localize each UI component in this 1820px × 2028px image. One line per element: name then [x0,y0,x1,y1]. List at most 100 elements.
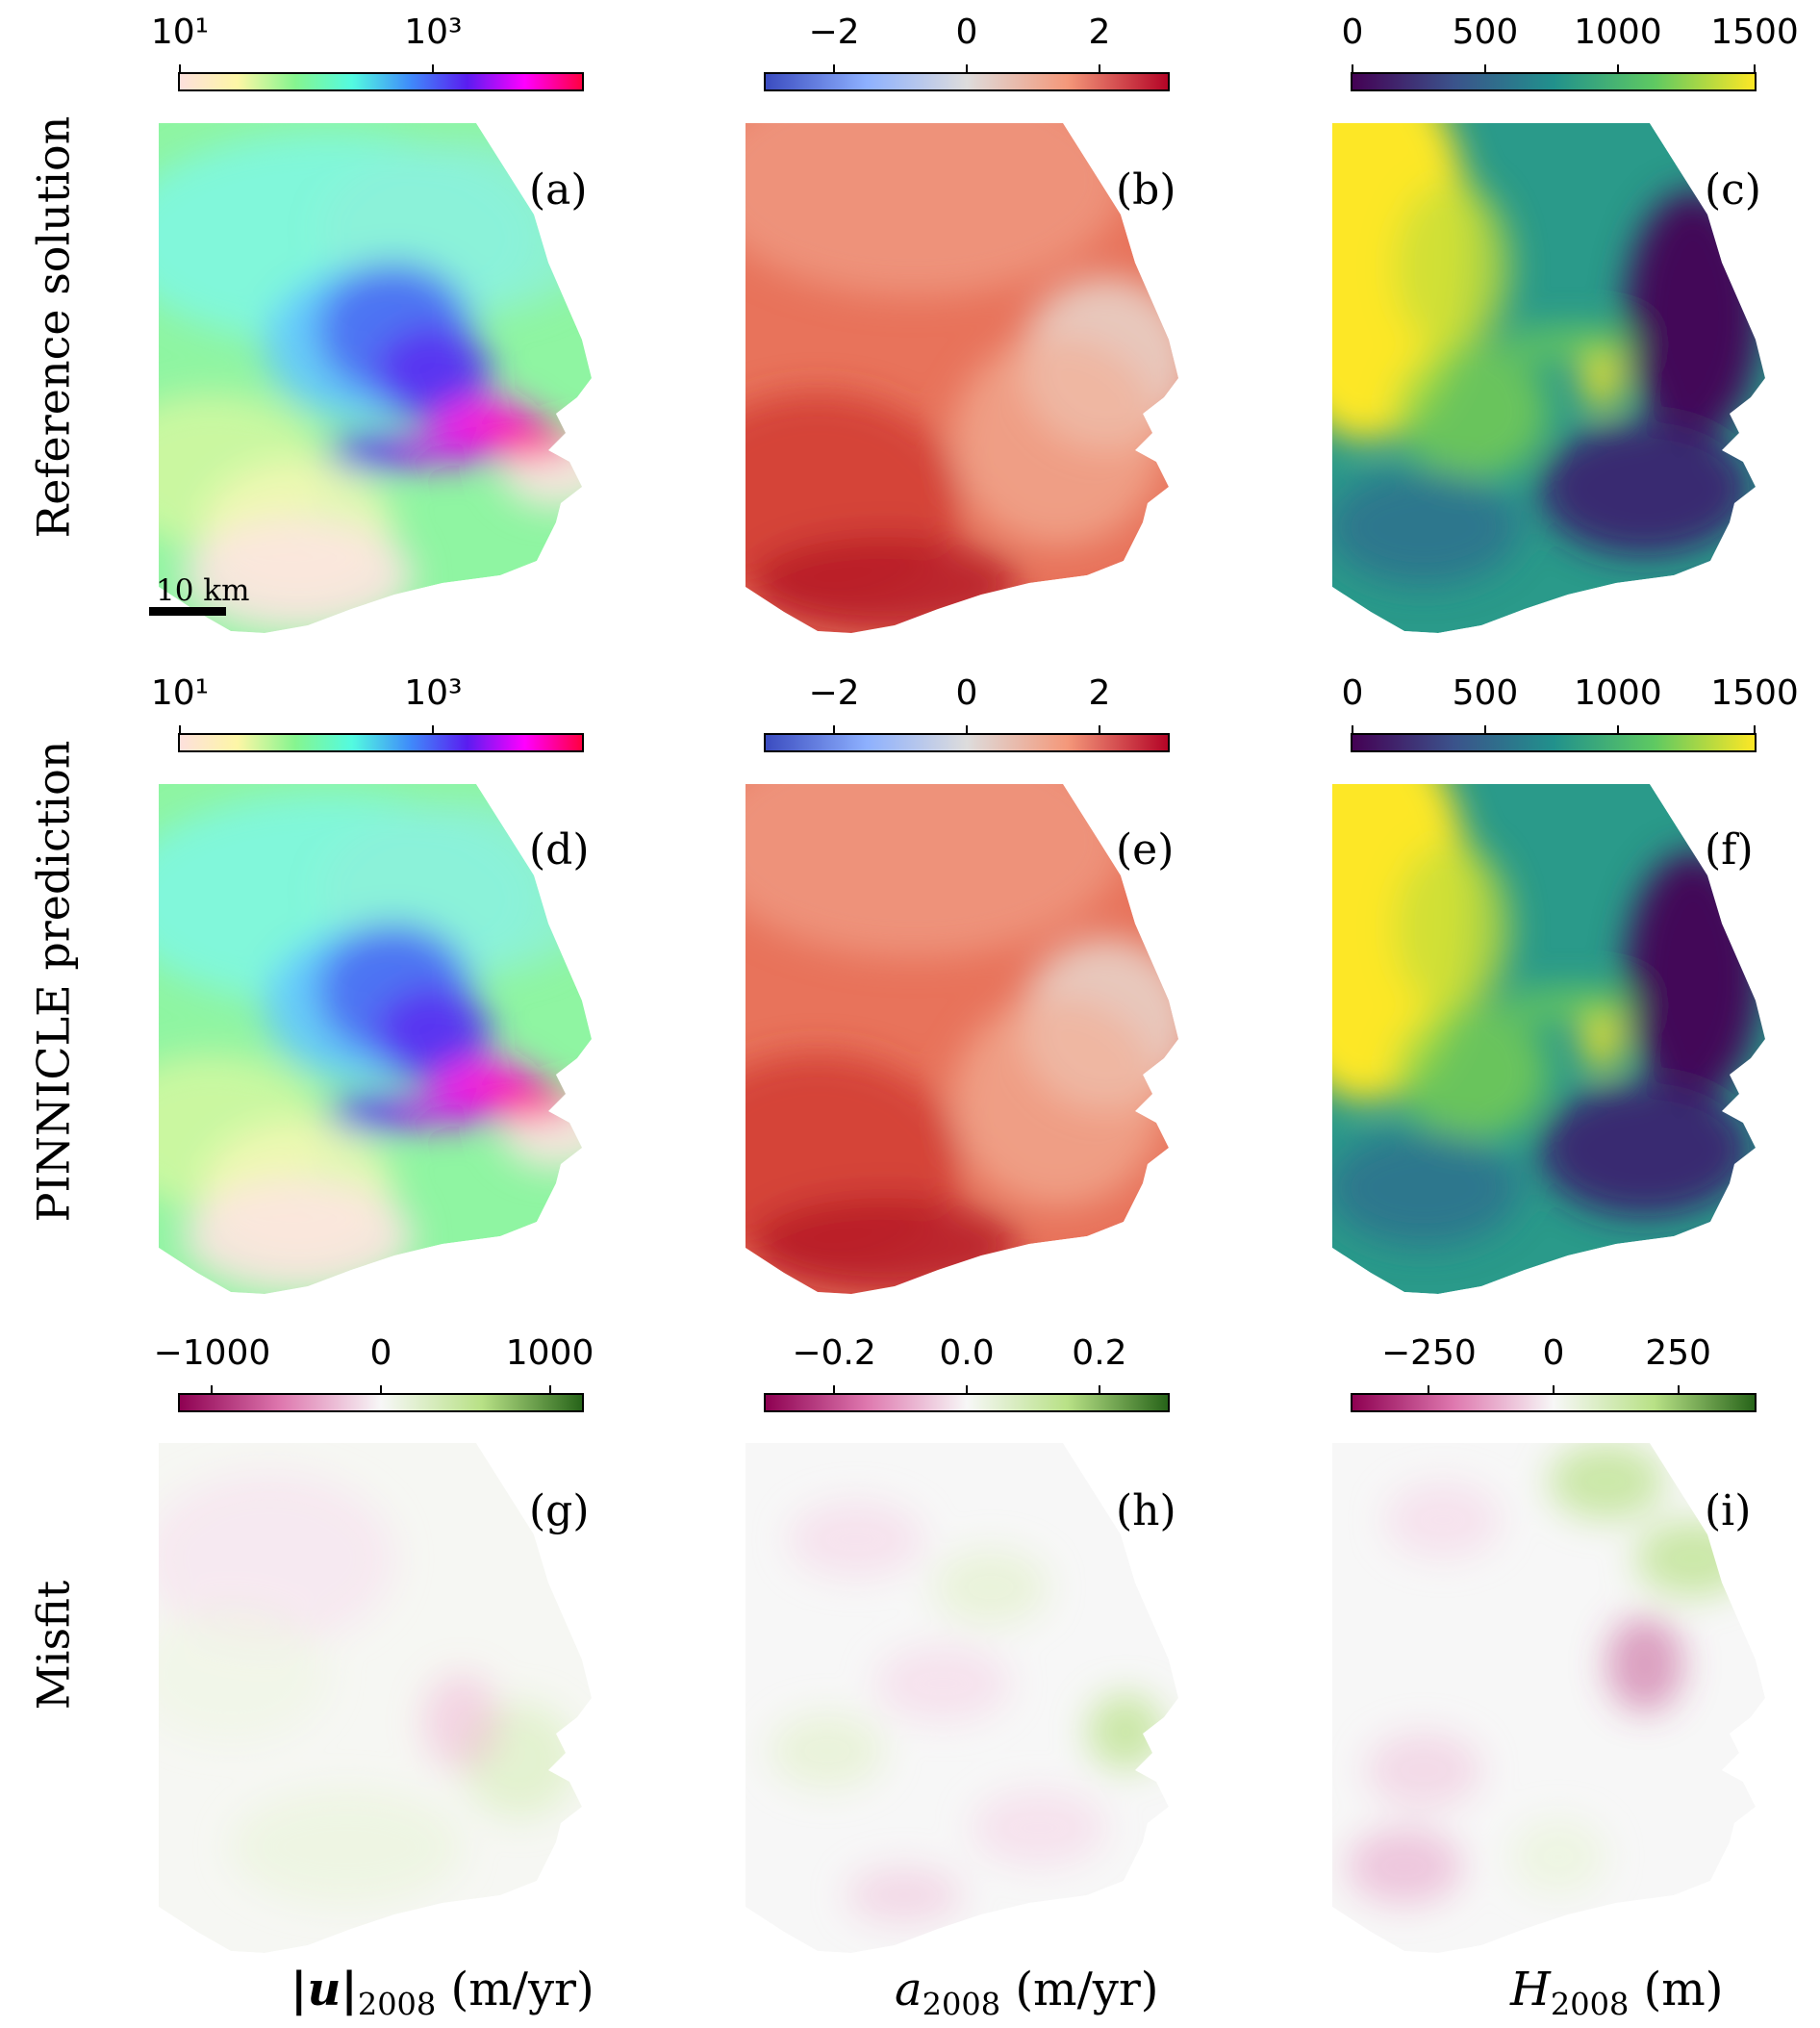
field-patch [1366,1732,1481,1809]
colorbar-tick [1098,725,1100,735]
field-patch [770,1712,885,1789]
row-label-reference: Reference solution [27,115,79,539]
field-patch [1606,1616,1683,1712]
colorbar-tick [966,725,968,735]
colorbar-tick [1483,64,1486,74]
colorbar-accumulation-prediction: −2 0 2 [764,673,1170,752]
map-field [159,123,592,633]
colorbar-accumulation-reference: −2 0 2 [764,13,1170,91]
field-patch [1385,1482,1501,1559]
field-patch [750,1198,1020,1294]
colorbar-tick [179,64,181,74]
panel-f-thickness-prediction [1327,784,1789,1304]
field-patch [1549,1443,1664,1520]
colorbar-tick [1352,64,1353,74]
field-patch [231,1789,462,1905]
panel-label-h: (h) [1116,1486,1176,1535]
map-field [746,1443,1178,1953]
map-field [159,784,592,1294]
field-patch [746,784,1125,957]
panel-label-c: (c) [1705,165,1761,215]
map-field [1332,784,1765,1294]
colorbar-tick-label: 1000 [1574,13,1662,52]
field-patch [159,1472,394,1645]
colorbar-velocity-misfit: −1000 0 1000 [154,1333,594,1412]
colorbar-tick-label: −250 [1380,1333,1477,1373]
column-label-thickness: H2008 (m) [1510,1963,1724,2023]
colorbar-tick-label: 0 [955,13,978,52]
colorbar-tick-label: 0 [369,1333,392,1373]
field-patch [847,1866,962,1924]
colorbar-tick-label: 10¹ [150,13,210,52]
field-patch [972,1789,1106,1866]
field-patch [750,537,1020,633]
colorbar-tick [548,1385,551,1395]
colorbar-tick-label: −0.2 [792,1333,876,1373]
field-patch [1332,784,1443,871]
colorbar-tick-label: 2 [1088,673,1111,713]
colorbar-tick-label: 0 [955,673,978,713]
colorbar-tick [1677,1385,1680,1395]
field-patch [1347,1828,1462,1905]
field-patch [1501,988,1635,1023]
scalebar [149,607,226,616]
map-field [746,784,1178,1294]
field-patch [1332,123,1443,210]
colorbar-tick [1483,725,1486,735]
colorbar-tick-label: 1500 [1710,13,1799,52]
field-patch [875,1645,1010,1722]
scalebar-label: 10 km [156,573,250,608]
colorbar-velocity-reference: 10¹ 10³ [151,13,584,91]
colorbar-tick-label: 500 [1452,673,1519,713]
colorbar-tick-label: 2 [1088,13,1111,52]
colorbar-tick [1098,64,1100,74]
field-patch [375,325,491,421]
field-patch [159,1607,327,1741]
colorbar-tick [380,1385,382,1395]
colorbar-tick [1553,1385,1555,1395]
colorbar-tick [1754,64,1756,74]
panel-g-velocity-misfit [154,1443,616,1963]
panel-e-accumulation-prediction [741,784,1202,1304]
colorbar-tick [211,1385,214,1395]
column-label-velocity: |u|2008 (m/yr) [291,1963,594,2023]
colorbar-tick-label: 0 [1542,1333,1565,1373]
field-patch [390,437,505,464]
colorbar-tick [1754,725,1756,735]
field-patch [1332,469,1520,585]
row-label-prediction: PINNICLE prediction [27,740,79,1223]
field-patch [1539,1082,1751,1217]
colorbar-tick-label: 1000 [1574,673,1662,713]
colorbar-tick [966,64,968,74]
colorbar-tick [966,1385,968,1395]
colorbar-tick [432,725,435,735]
panel-c-thickness-reference [1327,123,1789,643]
field-patch [1395,842,1510,1015]
colorbar-tick-label: 10¹ [150,673,210,713]
field-patch [952,996,1164,1207]
panel-label-g: (g) [529,1486,590,1535]
colorbar-tick-label: 10³ [404,673,463,713]
colorbar-tick-label: 0 [1341,13,1364,52]
field-patch [390,1098,505,1125]
colorbar-tick [833,64,836,74]
colorbar-tick-label: 250 [1645,1333,1711,1373]
field-patch [375,986,491,1082]
colorbar-tick [1098,1385,1100,1395]
field-patch [1510,1818,1606,1895]
field-patch [789,1501,923,1578]
panel-d-velocity-prediction [154,784,616,1304]
panel-label-i: (i) [1705,1486,1752,1535]
colorbar-tick-label: 0.0 [939,1333,995,1373]
colorbar-tick [1428,1385,1430,1395]
colorbar-tick-label: 10³ [404,13,463,52]
colorbar-thickness-reference: 0 500 1000 1500 [1342,13,1799,91]
panel-a-velocity-reference [154,123,616,643]
panel-label-d: (d) [529,825,590,875]
panel-h-accumulation-misfit [741,1443,1202,1963]
map-field [159,1443,592,1953]
colorbar-tick [1616,64,1619,74]
colorbar-tick [1616,725,1619,735]
field-patch [952,335,1164,546]
field-patch [1395,344,1549,479]
